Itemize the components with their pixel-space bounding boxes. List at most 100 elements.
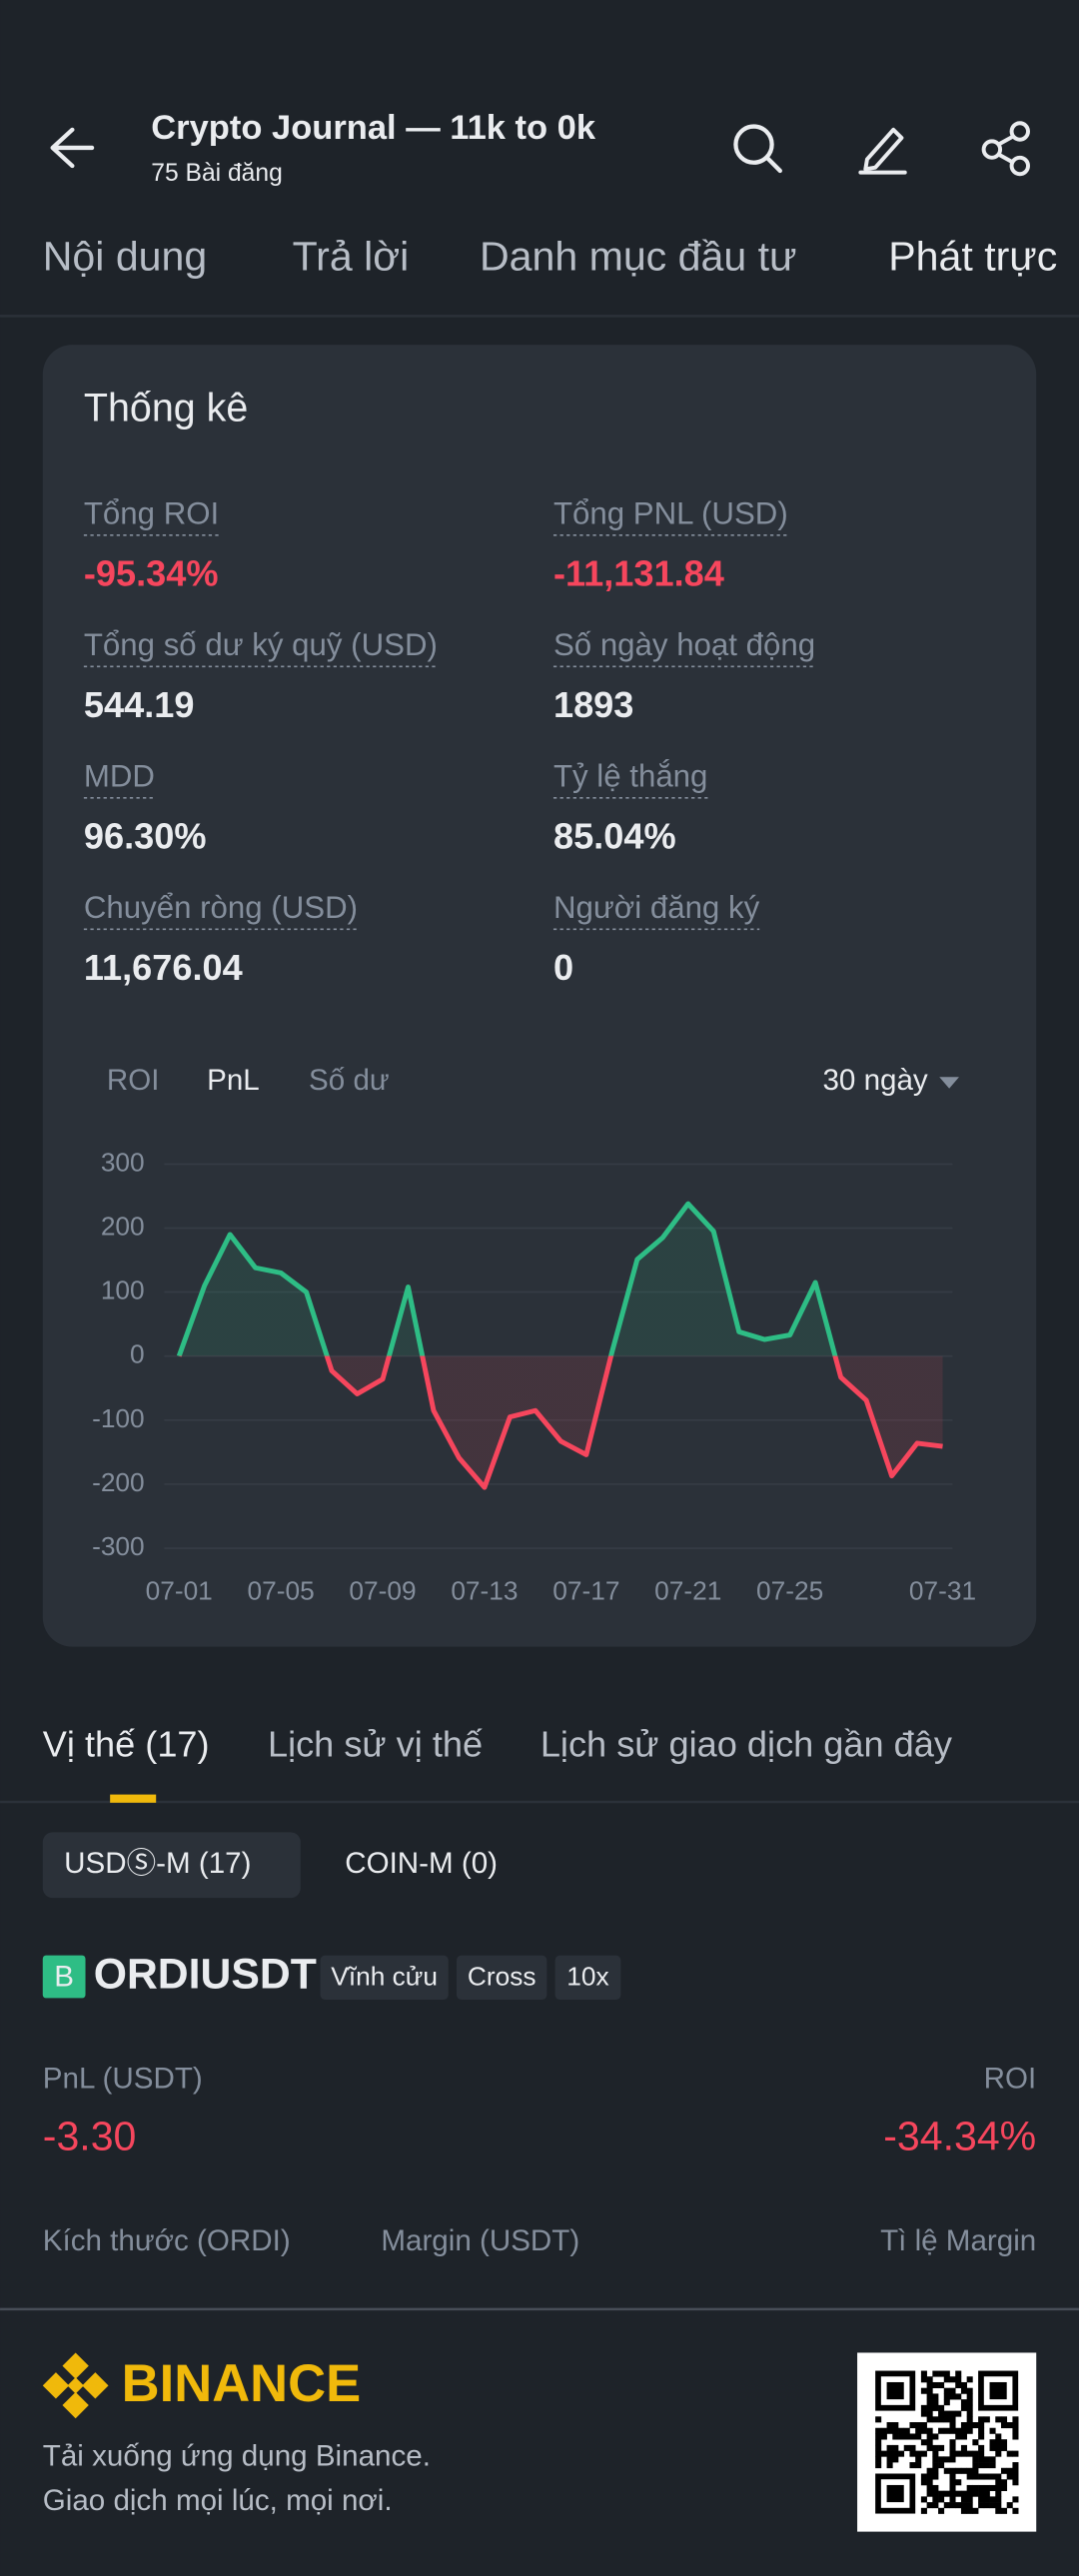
qr-cell [960, 2422, 967, 2429]
qr-cell [1012, 2473, 1019, 2480]
stat-value: 85.04% [553, 815, 676, 856]
qr-cell [1012, 2416, 1019, 2423]
roi-label: ROI [984, 2062, 1037, 2095]
qr-cell [926, 2427, 933, 2434]
back-button[interactable] [50, 127, 95, 169]
position-tab[interactable]: Lịch sử vị thế [268, 1723, 483, 1764]
qr-cell [960, 2427, 967, 2434]
qr-cell [892, 2444, 899, 2451]
qr-cell [920, 2507, 927, 2514]
stat-value: -95.34% [84, 552, 219, 593]
qr-cell [955, 2502, 962, 2509]
y-tick-label: -100 [92, 1403, 145, 1433]
period-select[interactable]: 30 ngày [822, 1064, 927, 1097]
qr-cell [949, 2427, 956, 2434]
qr-finder [978, 2370, 1019, 2411]
dropdown-arrow [939, 1077, 959, 1089]
x-tick-label: 07-17 [552, 1575, 619, 1605]
qr-cell [960, 2444, 967, 2451]
qr-cell [920, 2450, 927, 2457]
qr-cell [966, 2393, 973, 2400]
qr-cell [955, 2467, 962, 2474]
qr-cell [932, 2381, 939, 2389]
qr-cell [972, 2473, 979, 2480]
y-tick-label: 200 [101, 1211, 145, 1241]
qr-cell [880, 2450, 887, 2457]
pnl-line [176, 1201, 943, 1490]
position-tab-active[interactable]: Vị thế (17) [43, 1723, 210, 1764]
tab[interactable]: Nội dung [43, 234, 207, 280]
x-tick-label: 07-25 [756, 1575, 823, 1605]
qr-cell [943, 2399, 950, 2406]
qr-cell [926, 2479, 933, 2486]
qr-cell [989, 2502, 996, 2509]
qr-cell [966, 2484, 973, 2491]
qr-cell [1000, 2439, 1008, 2446]
qr-cell [995, 2507, 1002, 2514]
qr-cell [972, 2456, 979, 2463]
qr-cell [1006, 2502, 1013, 2509]
qr-cell [915, 2422, 922, 2429]
qr-cell [972, 2462, 979, 2469]
qr-cell [932, 2467, 939, 2474]
qr-cell [966, 2399, 973, 2406]
qr-cell [960, 2467, 967, 2474]
qr-cell [892, 2422, 899, 2429]
qr-cell [943, 2410, 950, 2417]
qr-cell [995, 2450, 1002, 2457]
qr-cell [892, 2456, 899, 2463]
qr-cell [1006, 2422, 1013, 2429]
margin-tab[interactable]: COIN-M (0) [345, 1847, 498, 1880]
qr-cell [955, 2381, 962, 2389]
qr-cell [949, 2490, 956, 2497]
qr-cell [1012, 2433, 1019, 2440]
qr-cell [989, 2473, 996, 2480]
qr-cell [932, 2416, 939, 2423]
qr-cell [1000, 2416, 1008, 2423]
symbol[interactable]: ORDIUSDT [94, 1950, 317, 1998]
qr-cell [960, 2404, 967, 2411]
position-tab[interactable]: Lịch sử giao dịch gần đây [540, 1723, 952, 1764]
qr-cell [932, 2490, 939, 2497]
qr-cell [903, 2427, 910, 2434]
chart-toggle[interactable]: ROI [107, 1064, 160, 1097]
qr-cell [978, 2450, 985, 2457]
margin-tab-active[interactable]: USDⓈ-M (17) [64, 1847, 251, 1880]
qr-cell [978, 2462, 985, 2469]
qr-cell [932, 2444, 939, 2451]
qr-cell [932, 2404, 939, 2411]
qr-cell [960, 2507, 967, 2514]
qr-cell [966, 2376, 973, 2383]
qr-finder [886, 2484, 904, 2503]
tag-bg [554, 1955, 621, 2001]
stat-label: Tỷ lệ thắng [553, 758, 707, 793]
qr-cell [966, 2404, 973, 2411]
qr-cell [995, 2496, 1002, 2503]
chart-toggle-active[interactable]: PnL [207, 1064, 260, 1097]
share-button[interactable] [981, 121, 1030, 177]
chart-toggle[interactable]: Số dư [309, 1064, 390, 1097]
page-title: Crypto Journal — 11k to 0k [151, 109, 596, 147]
qr-cell [898, 2427, 905, 2434]
qr-cell [898, 2433, 905, 2440]
qr-cell [949, 2467, 956, 2474]
qr-cell [978, 2496, 985, 2503]
stat-value: 544.19 [84, 684, 195, 725]
qr-cell [978, 2444, 985, 2451]
qr-cell [960, 2450, 967, 2457]
tab[interactable]: Trả lời [293, 234, 410, 280]
qr-cell [920, 2410, 927, 2417]
qr-cell [955, 2479, 962, 2486]
search-button[interactable] [733, 124, 782, 174]
pnl-label: PnL (USDT) [43, 2062, 203, 2095]
qr-cell [949, 2456, 956, 2463]
tab-active[interactable]: Phát trực [888, 234, 1057, 280]
edit-button[interactable] [858, 127, 907, 175]
qr-finder [886, 2381, 904, 2400]
qr-cell [949, 2416, 956, 2423]
qr-cell [932, 2370, 939, 2377]
qr-cell [943, 2490, 950, 2497]
qr-cell [966, 2410, 973, 2417]
qr-cell [989, 2462, 996, 2469]
tab[interactable]: Danh mục đầu tư [480, 234, 797, 280]
